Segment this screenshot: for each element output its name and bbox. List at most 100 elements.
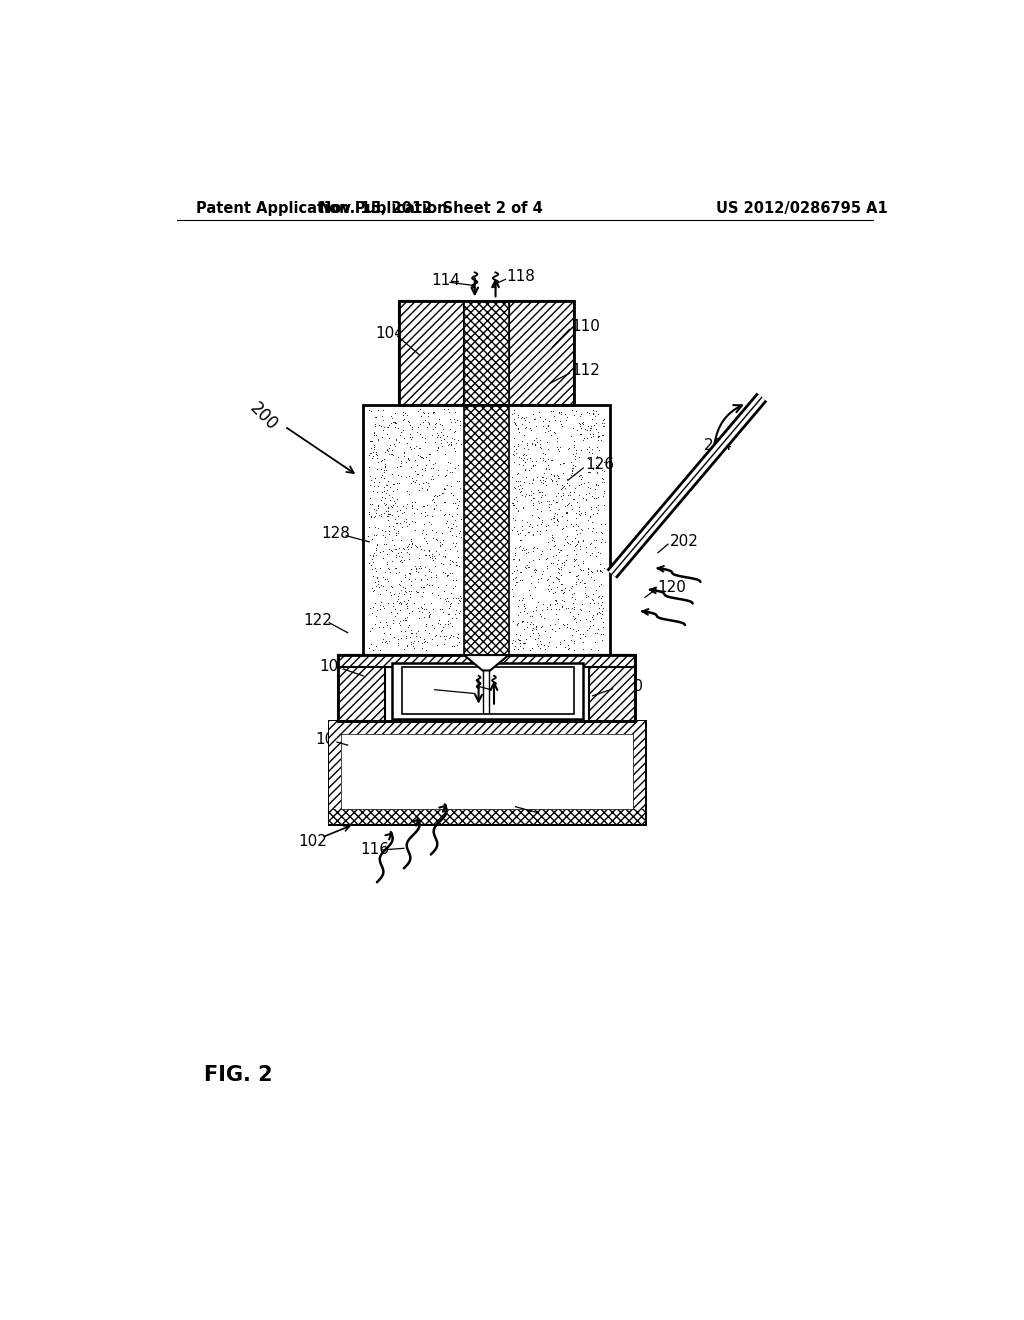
Point	[447, 516, 464, 537]
Bar	[509, 301, 574, 405]
Point	[414, 426, 430, 447]
Point	[394, 610, 411, 631]
Point	[421, 541, 437, 562]
Point	[403, 426, 420, 447]
Point	[558, 502, 574, 523]
Point	[423, 561, 439, 582]
Point	[439, 475, 456, 496]
Point	[411, 473, 427, 494]
Point	[590, 593, 606, 614]
Point	[516, 486, 532, 507]
Point	[590, 500, 606, 521]
Point	[566, 446, 583, 467]
Point	[376, 477, 392, 498]
Point	[522, 585, 539, 606]
Point	[516, 595, 532, 616]
Point	[556, 550, 572, 572]
Point	[506, 444, 522, 465]
Point	[566, 630, 583, 651]
Point	[548, 590, 564, 611]
Point	[549, 508, 565, 529]
Point	[401, 436, 418, 457]
Point	[539, 520, 555, 541]
Point	[419, 479, 435, 500]
Point	[596, 494, 612, 515]
Point	[437, 574, 454, 595]
Point	[399, 539, 416, 560]
Point	[505, 492, 521, 513]
Point	[377, 632, 393, 653]
Point	[569, 565, 586, 586]
Point	[395, 537, 412, 558]
Point	[440, 433, 457, 454]
Point	[549, 568, 565, 589]
Point	[372, 611, 388, 632]
Point	[573, 404, 590, 425]
Point	[392, 620, 409, 642]
Point	[541, 631, 557, 652]
Point	[442, 412, 459, 433]
Point	[403, 494, 420, 515]
Point	[585, 400, 601, 421]
Point	[434, 598, 451, 619]
Point	[386, 412, 402, 433]
Point	[379, 438, 395, 459]
Point	[587, 622, 603, 643]
Point	[553, 479, 569, 500]
Point	[387, 492, 403, 513]
Point	[554, 506, 570, 527]
Point	[446, 535, 463, 556]
Point	[379, 632, 395, 653]
Point	[559, 510, 575, 531]
Point	[384, 593, 400, 614]
Point	[551, 541, 567, 562]
Point	[392, 455, 409, 477]
Point	[430, 610, 446, 631]
Point	[383, 576, 399, 597]
Point	[584, 589, 600, 610]
Point	[453, 527, 469, 548]
Point	[506, 495, 522, 516]
Point	[584, 607, 600, 628]
Point	[388, 544, 404, 565]
Point	[590, 486, 606, 507]
Point	[362, 487, 379, 508]
Point	[403, 601, 420, 622]
Point	[529, 572, 546, 593]
Point	[579, 620, 595, 642]
Point	[523, 484, 540, 506]
Point	[361, 545, 378, 566]
Point	[571, 414, 588, 436]
Point	[362, 634, 379, 655]
Point	[367, 516, 383, 537]
Point	[364, 549, 380, 570]
Point	[514, 569, 530, 590]
Polygon shape	[464, 655, 509, 671]
Point	[366, 422, 382, 444]
Point	[380, 503, 396, 524]
Point	[384, 577, 400, 598]
Point	[400, 533, 417, 554]
Point	[395, 408, 412, 429]
Point	[408, 520, 424, 541]
Point	[562, 482, 579, 503]
Point	[386, 627, 402, 648]
Point	[372, 583, 388, 605]
Point	[415, 577, 431, 598]
Point	[440, 603, 457, 624]
Point	[414, 638, 430, 659]
Point	[521, 614, 538, 635]
Point	[565, 606, 582, 627]
Point	[427, 413, 443, 434]
Point	[414, 458, 430, 479]
Point	[546, 512, 562, 533]
Point	[378, 459, 394, 480]
Point	[429, 465, 445, 486]
Point	[519, 434, 536, 455]
Point	[566, 430, 583, 451]
Point	[418, 598, 434, 619]
Point	[430, 436, 446, 457]
Point	[378, 494, 394, 515]
Point	[558, 515, 574, 536]
Point	[513, 447, 529, 469]
